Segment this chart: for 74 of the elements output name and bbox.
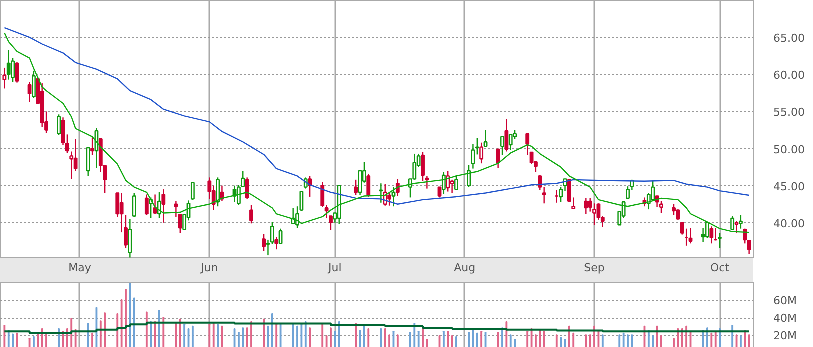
candlestick (32, 70, 36, 99)
candlestick (90, 137, 94, 156)
candlestick (2, 67, 7, 90)
candlestick (471, 144, 476, 170)
candlestick (15, 61, 20, 84)
candlestick (454, 174, 458, 191)
candlestick (442, 172, 446, 195)
candlestick (626, 186, 630, 200)
candlestick (467, 164, 471, 188)
candlestick (438, 186, 442, 198)
y-tick-label: 50.00 (774, 143, 805, 156)
candlestick (245, 177, 250, 200)
candlestick (250, 204, 254, 224)
candlestick (379, 183, 384, 204)
candlestick (262, 233, 266, 252)
candlestick (672, 204, 676, 216)
candlestick (584, 198, 588, 215)
y-tick-label: 65.00 (774, 32, 805, 46)
candlestick (28, 81, 32, 103)
candlestick (718, 232, 722, 249)
x-tick-label: Sep (584, 262, 605, 274)
candlestick (734, 220, 739, 234)
candlestick (504, 118, 509, 152)
candlestick (132, 192, 136, 218)
candlestick (500, 136, 504, 156)
candlestick (660, 200, 664, 214)
candlestick (730, 216, 735, 231)
candlestick (738, 214, 743, 230)
candlestick (57, 114, 62, 136)
candlestick (144, 194, 149, 216)
candlestick (596, 203, 601, 221)
x-tick-label: Oct (710, 262, 730, 274)
y-tick-label: 55.00 (774, 106, 805, 120)
y-tick-label: 40M (774, 312, 797, 325)
y-tick-label: 60.00 (774, 69, 805, 82)
candlestick (710, 226, 714, 244)
candlestick (392, 186, 396, 208)
candlestick (278, 228, 283, 246)
line-series (4, 32, 750, 234)
candlestick (421, 152, 425, 182)
candlestick (354, 179, 358, 196)
candlestick (706, 222, 710, 240)
candlestick (388, 192, 392, 206)
candlestick (358, 170, 362, 196)
candlestick (128, 218, 132, 258)
x-tick-label: Aug (454, 262, 476, 274)
x-tick-label: Jul (328, 262, 342, 274)
candlestick (496, 148, 500, 169)
candlestick (6, 50, 11, 80)
y-tick-label: 20M (774, 329, 797, 342)
candlestick (450, 179, 454, 194)
candlestick (526, 133, 530, 156)
candlestick (530, 152, 534, 165)
candlestick (508, 134, 513, 151)
candlestick (676, 208, 680, 221)
candlestick (688, 228, 693, 244)
line-series (4, 27, 750, 205)
candlestick (366, 173, 371, 198)
candlestick (216, 177, 220, 208)
candlestick (446, 170, 450, 192)
candlestick (480, 142, 484, 164)
candlestick (190, 182, 195, 201)
x-tick-label: May (68, 262, 92, 274)
candlestick (162, 188, 166, 224)
y-tick-label: 60M (774, 294, 797, 308)
candlestick (74, 138, 78, 172)
candlestick (86, 147, 90, 177)
candlestick (559, 186, 564, 203)
candlestick (542, 186, 546, 204)
candlestick (274, 236, 279, 250)
candlestick (158, 192, 162, 220)
y-tick-label: 40.00 (774, 217, 805, 230)
x-tick-label: Jun (200, 262, 218, 274)
y-tick-label: 45.00 (774, 180, 805, 194)
